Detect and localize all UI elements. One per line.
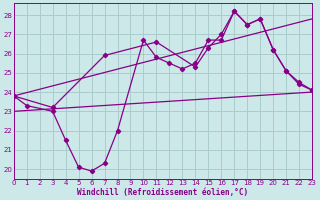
X-axis label: Windchill (Refroidissement éolien,°C): Windchill (Refroidissement éolien,°C) [77, 188, 248, 197]
